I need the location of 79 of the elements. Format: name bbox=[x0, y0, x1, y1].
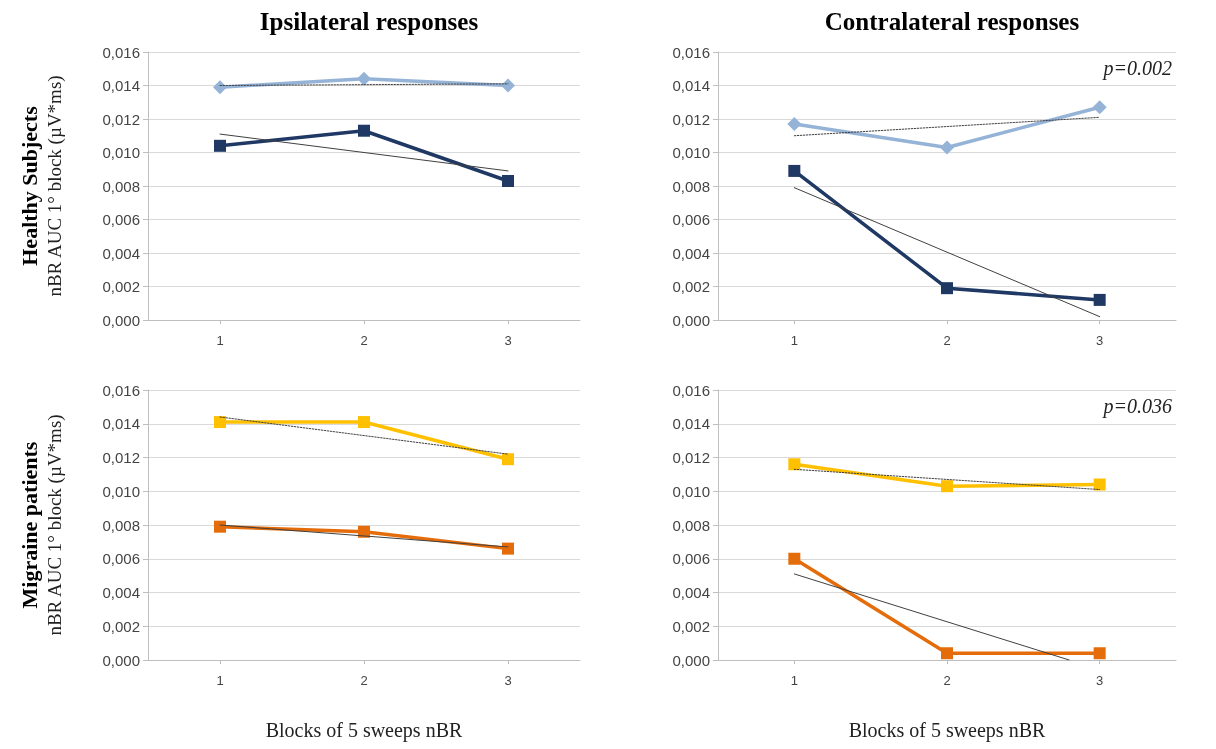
point bbox=[788, 164, 801, 177]
point bbox=[940, 140, 954, 155]
x-tick-label: 1 bbox=[216, 333, 224, 348]
y-tick-label: 0,002 bbox=[672, 617, 710, 635]
y-tick-label: 0,000 bbox=[672, 651, 710, 669]
point bbox=[358, 416, 370, 429]
chart-title: Contralateral responses bbox=[824, 8, 1080, 35]
y-tick-label: 0,004 bbox=[672, 244, 710, 262]
chart-title: Ipsilateral responses bbox=[259, 8, 479, 35]
y-tick-label: 0,008 bbox=[672, 516, 710, 534]
x-axis-title: Blocks of 5 sweeps nBR bbox=[848, 719, 1046, 742]
x-tick-label: 1 bbox=[216, 673, 224, 688]
y-tick-label: 0,016 bbox=[102, 43, 140, 61]
point bbox=[214, 139, 226, 152]
x-tick-label: 3 bbox=[504, 673, 512, 688]
y-tick-label: 0,010 bbox=[672, 482, 710, 500]
point bbox=[941, 282, 953, 295]
point bbox=[502, 174, 514, 187]
point bbox=[213, 80, 227, 95]
point bbox=[941, 647, 953, 660]
point bbox=[788, 458, 801, 471]
y-tick-label: 0,006 bbox=[672, 550, 710, 568]
y-tick-label: 0,014 bbox=[672, 77, 710, 94]
y-axis-title: Migraine patients nBR AUC 1° block (µV*ms) bbox=[16, 414, 66, 636]
point bbox=[1093, 647, 1106, 660]
y-tick-label: 0,006 bbox=[102, 550, 140, 568]
y-tick-label: 0,014 bbox=[672, 415, 710, 433]
annotation: p=0.002 bbox=[1101, 57, 1172, 80]
x-tick-label: 2 bbox=[360, 333, 368, 348]
y-tick-label: 0,004 bbox=[102, 584, 140, 601]
y-tick-label: 0,016 bbox=[102, 381, 140, 399]
x-tick-label: 3 bbox=[504, 333, 512, 348]
point bbox=[357, 71, 371, 86]
x-tick-label: 1 bbox=[790, 673, 798, 688]
y-tick-label: 0,010 bbox=[102, 482, 140, 500]
point bbox=[1093, 293, 1106, 306]
x-axis-title: Blocks of 5 sweeps nBR bbox=[265, 719, 463, 742]
y-tick-label: 0,006 bbox=[672, 211, 710, 228]
point bbox=[358, 124, 370, 137]
y-tick-label: 0,000 bbox=[102, 311, 140, 329]
y-axis-title: Healthy Subjects nBR AUC 1° block (µV*ms) bbox=[16, 75, 66, 297]
x-tick-label: 3 bbox=[1096, 673, 1104, 688]
x-tick-label: 2 bbox=[943, 673, 951, 688]
y-tick-label: 0,016 bbox=[672, 43, 710, 61]
point bbox=[214, 416, 226, 429]
point bbox=[1093, 478, 1106, 491]
y-tick-label: 0,012 bbox=[672, 449, 710, 466]
x-tick-label: 3 bbox=[1096, 333, 1104, 348]
point bbox=[501, 78, 515, 93]
y-tick-label: 0,016 bbox=[672, 381, 710, 399]
point bbox=[502, 542, 514, 555]
x-tick-label: 2 bbox=[943, 333, 951, 348]
y-tick-label: 0,000 bbox=[102, 651, 140, 669]
y-tick-label: 0,014 bbox=[102, 77, 140, 94]
y-tick-label: 0,004 bbox=[672, 584, 710, 601]
point bbox=[788, 552, 801, 565]
y-tick-label: 0,008 bbox=[672, 177, 710, 195]
y-tick-label: 0,002 bbox=[102, 278, 140, 295]
point bbox=[787, 117, 802, 132]
annotation: p=0.036 bbox=[1101, 395, 1172, 418]
x-tick-label: 1 bbox=[790, 333, 798, 348]
y-tick-label: 0,000 bbox=[672, 311, 710, 329]
y-tick-label: 0,012 bbox=[102, 110, 140, 128]
y-tick-label: 0,002 bbox=[672, 278, 710, 295]
y-tick-label: 0,008 bbox=[102, 516, 140, 534]
x-tick-label: 2 bbox=[360, 673, 368, 688]
y-tick-label: 0,004 bbox=[102, 244, 140, 262]
y-tick-label: 0,012 bbox=[672, 110, 710, 128]
point bbox=[1092, 100, 1107, 115]
y-tick-label: 0,006 bbox=[102, 211, 140, 228]
point bbox=[502, 453, 514, 466]
y-tick-label: 0,010 bbox=[102, 144, 140, 161]
point bbox=[214, 520, 226, 533]
y-tick-label: 0,008 bbox=[102, 177, 140, 195]
y-tick-label: 0,002 bbox=[102, 617, 140, 635]
y-tick-label: 0,010 bbox=[672, 144, 710, 161]
y-tick-label: 0,014 bbox=[102, 415, 140, 433]
y-tick-label: 0,012 bbox=[102, 449, 140, 466]
point bbox=[941, 480, 953, 493]
